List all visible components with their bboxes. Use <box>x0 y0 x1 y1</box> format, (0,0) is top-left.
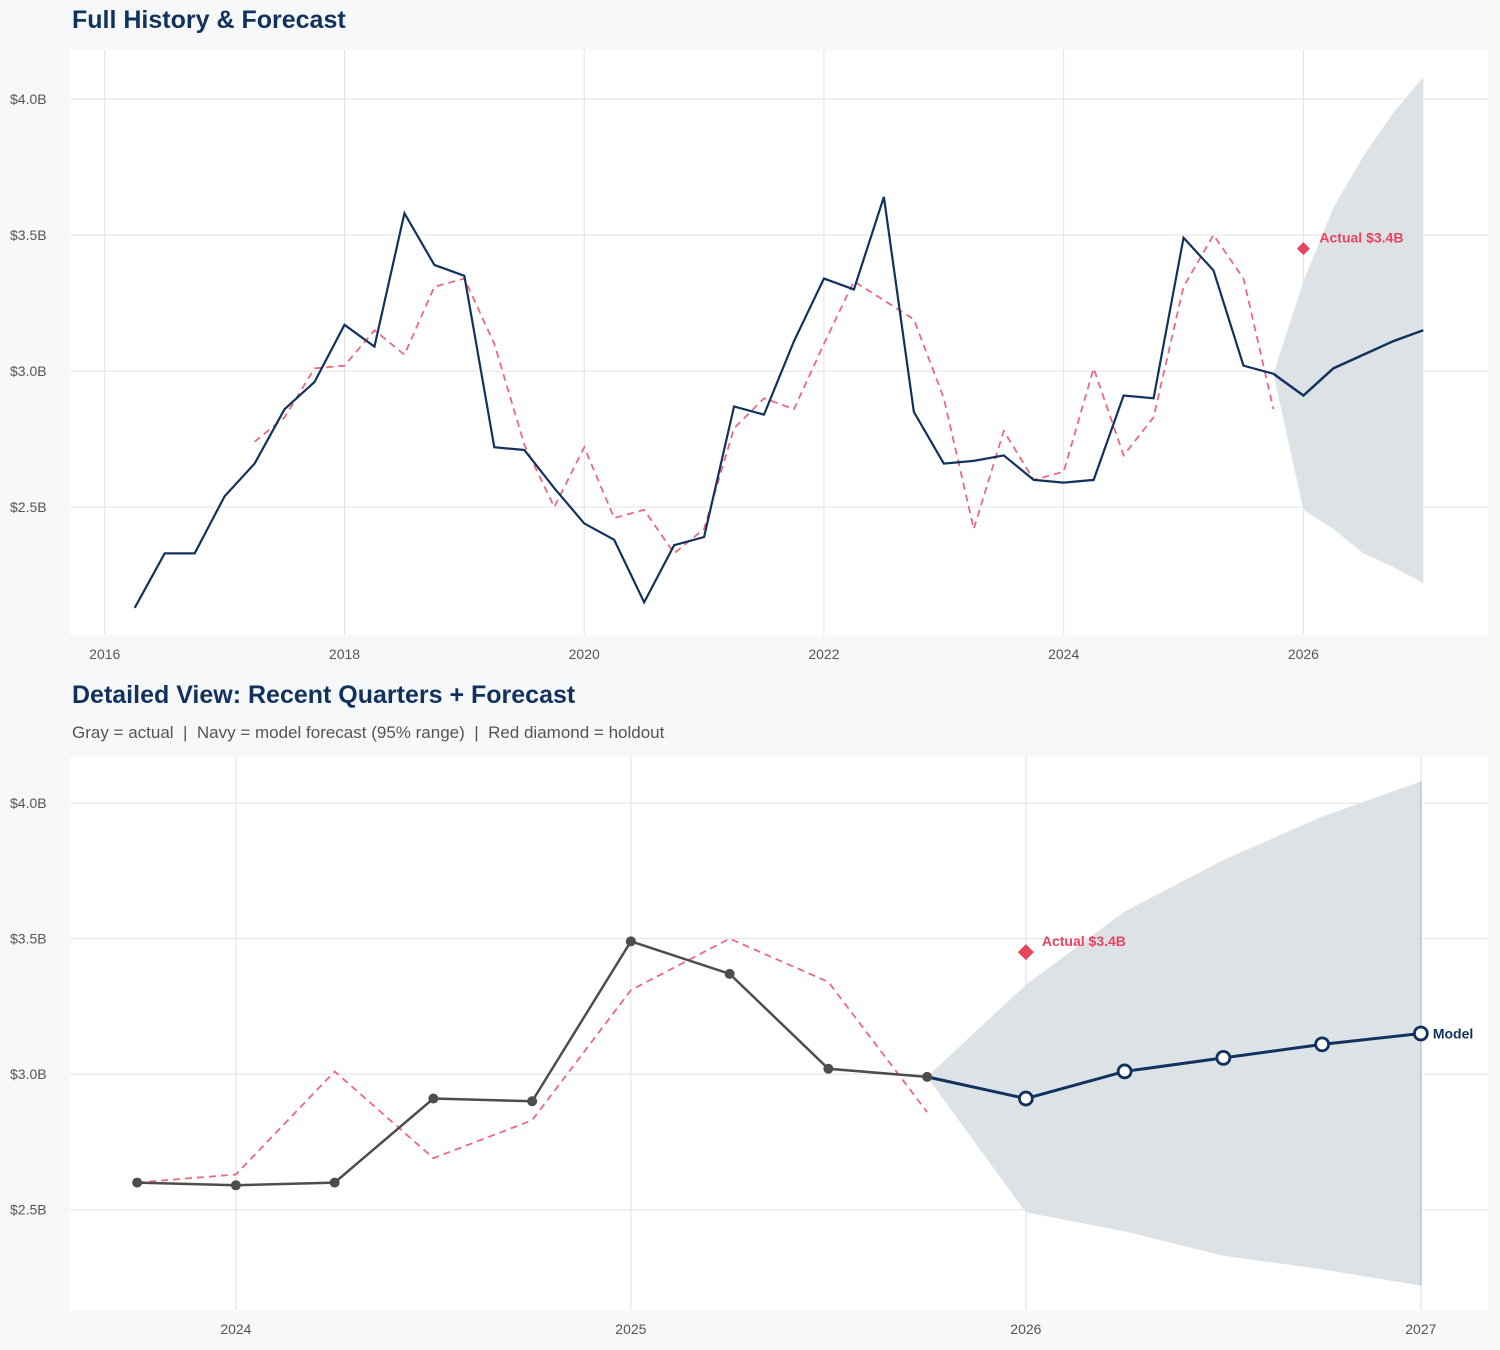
actual-point <box>428 1093 439 1104</box>
y-tick-label: $3.0B <box>10 363 47 379</box>
forecast-series-line <box>926 1032 1422 1101</box>
actual-point <box>527 1096 538 1107</box>
y-tick-label: $2.5B <box>10 499 47 515</box>
x-tick-label: 2018 <box>329 646 360 662</box>
chart-subtitle-detailed-view: Gray = actual | Navy = model forecast (9… <box>72 723 665 742</box>
holdout-diamond <box>1296 242 1310 256</box>
y-tick-label: $4.0B <box>10 795 47 811</box>
actual-point <box>724 968 735 979</box>
plot-area <box>70 50 1488 635</box>
full-history-chart: 2016 2018 2020 2022 2024 2026 $2.5B $3.0B $3.5B $… <box>10 50 1488 662</box>
forecast-point <box>1215 1049 1232 1066</box>
actual-point <box>329 1177 340 1188</box>
x-tick-label: 2020 <box>569 646 600 662</box>
chart-title-full-history: Full History & Forecast <box>72 6 346 34</box>
actual-point <box>625 936 636 947</box>
x-tick-label: 2026 <box>1288 646 1319 662</box>
forecast-95-band <box>1273 77 1424 584</box>
forecast-series-line <box>1272 329 1424 398</box>
x-tick-label: 2026 <box>1010 1321 1041 1337</box>
y-tick-label: $3.5B <box>10 931 47 947</box>
forecast-point <box>1116 1063 1133 1080</box>
forecast-point <box>1314 1036 1331 1053</box>
actual-point <box>230 1180 241 1191</box>
fitted-series-line <box>137 937 928 1184</box>
actual-series-line <box>133 196 1274 609</box>
x-tick-label: 2025 <box>615 1321 646 1337</box>
y-tick-label: $2.5B <box>10 1202 47 1218</box>
actual-point <box>823 1063 834 1074</box>
forecast-label: Model <box>1433 1026 1473 1042</box>
x-tick-label: 2024 <box>220 1321 251 1337</box>
x-tick-label: 2024 <box>1048 646 1079 662</box>
y-tick-label: $4.0B <box>10 91 47 107</box>
chart-title-detailed-view: Detailed View: Recent Quarters + Forecas… <box>72 681 576 709</box>
fitted-series-line <box>254 233 1275 555</box>
actual-point <box>132 1177 143 1188</box>
holdout-label: Actual $3.4B <box>1319 230 1403 246</box>
x-tick-label: 2016 <box>89 646 120 662</box>
holdout-label: Actual $3.4B <box>1042 933 1126 949</box>
holdout-diamond <box>1017 944 1034 961</box>
actual-point <box>922 1071 933 1082</box>
forecast-point <box>1412 1025 1429 1042</box>
forecast-95-band <box>927 781 1421 1286</box>
y-tick-label: $3.5B <box>10 227 47 243</box>
x-tick-label: 2027 <box>1405 1321 1436 1337</box>
forecast-point <box>1017 1090 1034 1107</box>
y-tick-label: $3.0B <box>10 1066 47 1082</box>
x-tick-label: 2022 <box>808 646 839 662</box>
